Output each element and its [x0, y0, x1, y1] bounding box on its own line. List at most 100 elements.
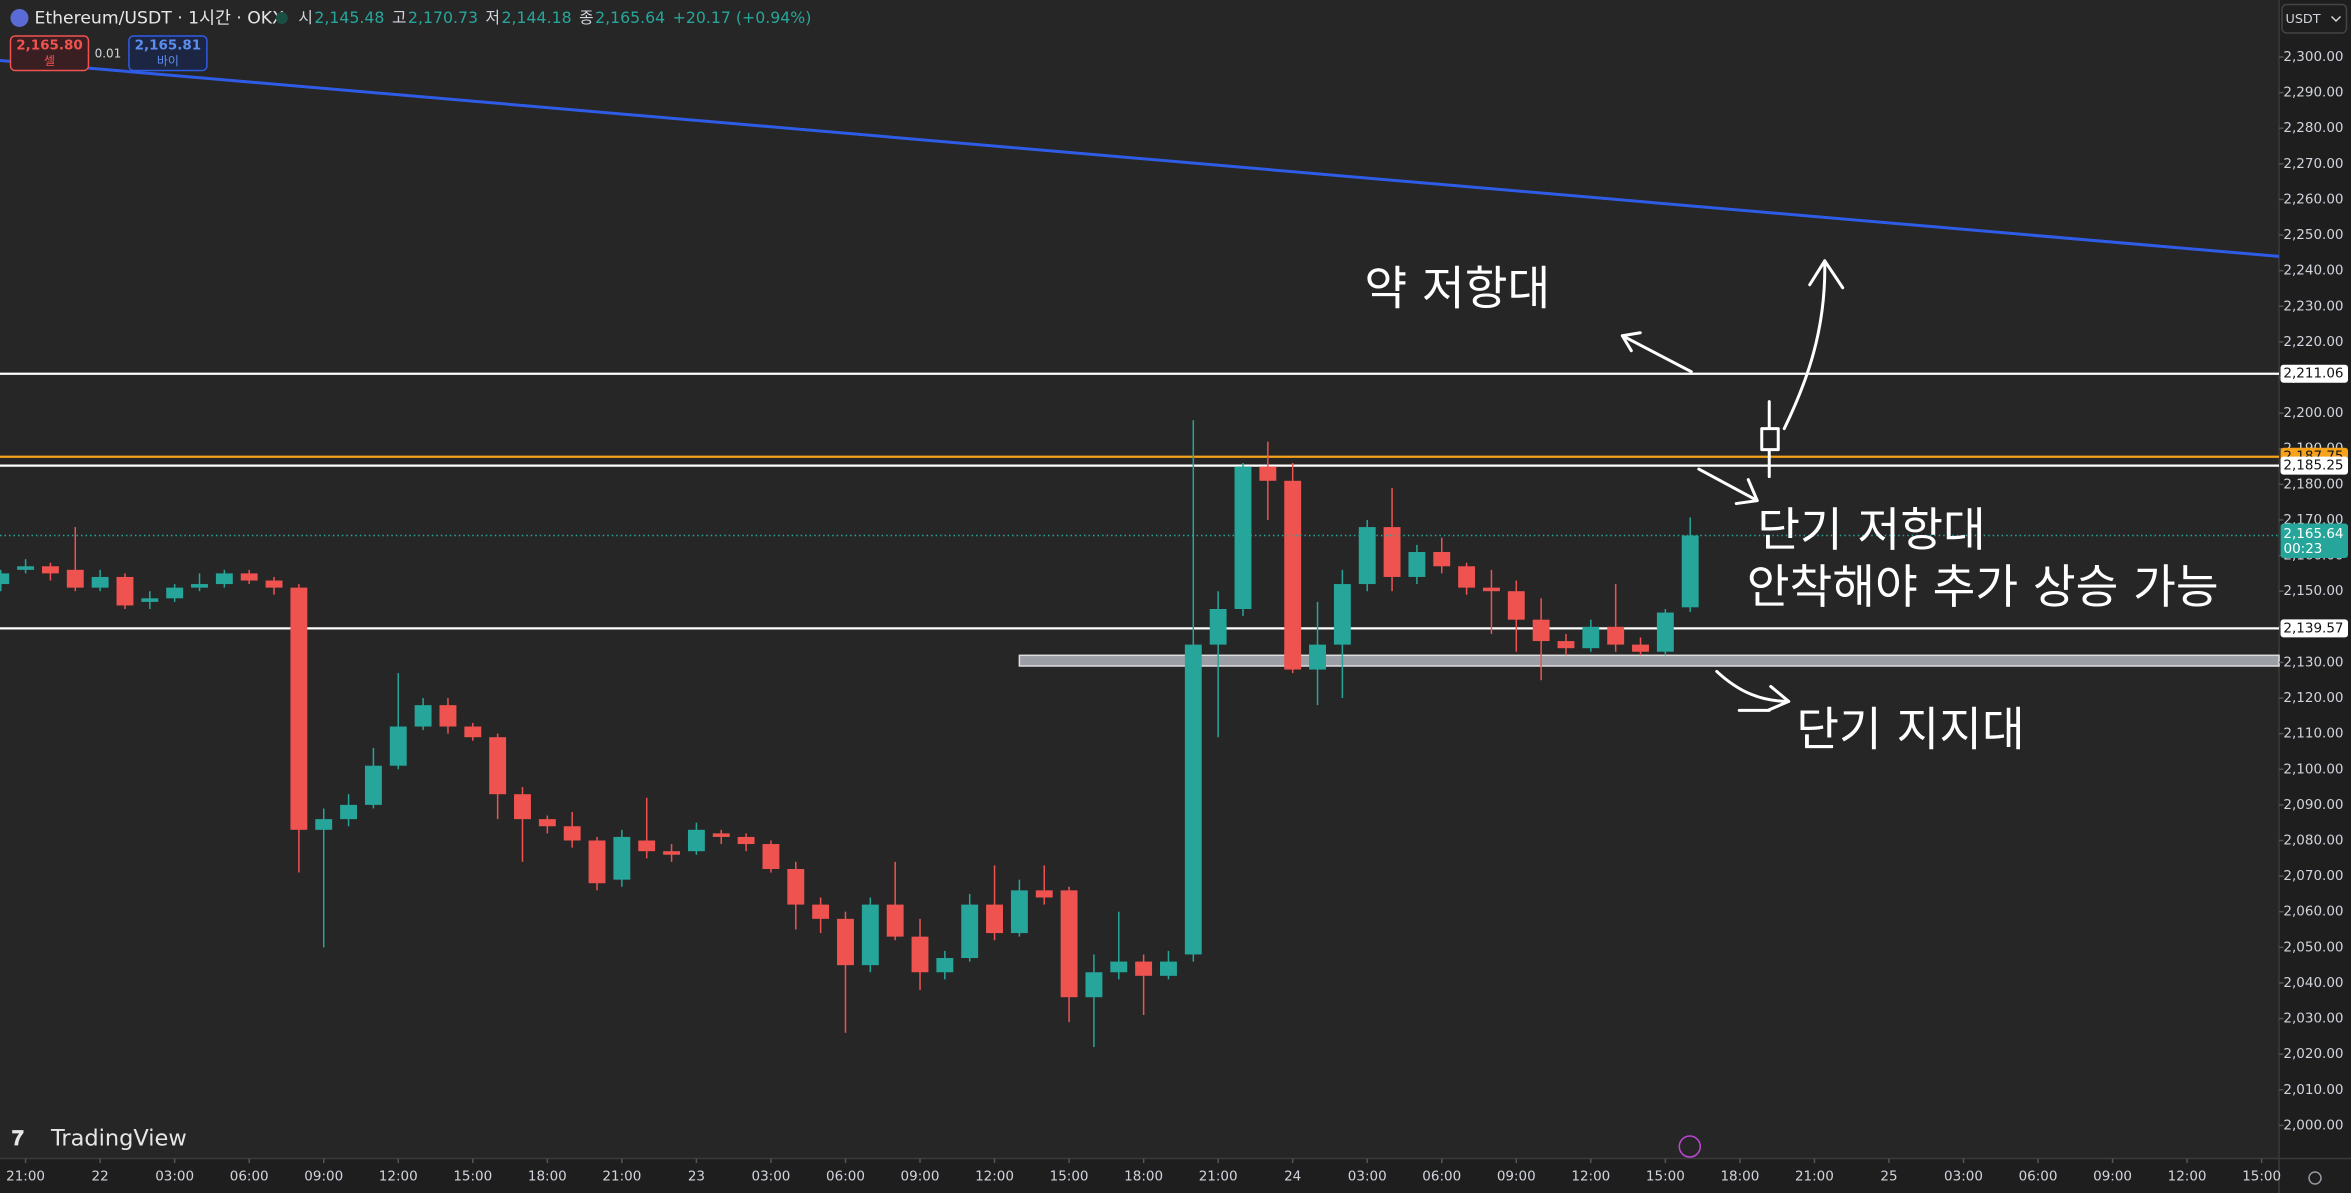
- candle-body: [489, 737, 507, 795]
- candle-body: [1284, 480, 1302, 670]
- y-tick-label: 2,280.00: [2283, 120, 2343, 136]
- sell-label[interactable]: 셀: [44, 54, 55, 68]
- y-tick-label: 2,180.00: [2283, 476, 2343, 492]
- candle-body: [340, 804, 358, 820]
- candle-body: [1458, 566, 1476, 588]
- y-tick-label: 2,040.00: [2283, 975, 2343, 991]
- x-tick-label: 03:00: [751, 1169, 790, 1185]
- x-tick-label: 06:00: [230, 1169, 269, 1185]
- buy-label[interactable]: 바이: [157, 54, 179, 68]
- annotation: 약 저항대: [1364, 262, 1550, 316]
- ohlc-o-label: 시: [298, 8, 312, 27]
- sell-price[interactable]: 2,165.80: [16, 38, 83, 54]
- candle-body: [886, 904, 904, 937]
- candle-body: [66, 569, 84, 588]
- candle-body: [364, 765, 382, 805]
- arrow: [1620, 331, 1693, 374]
- x-tick-label: 23: [688, 1169, 705, 1185]
- candle-body: [1433, 552, 1451, 567]
- ohlc-o: 2,145.48: [314, 8, 384, 27]
- candle-body: [1085, 972, 1103, 998]
- candle-body: [1209, 609, 1227, 645]
- level-label: 2,211.06: [2283, 366, 2343, 382]
- x-tick-label: 25: [1880, 1169, 1897, 1185]
- candle-body: [911, 936, 929, 973]
- x-tick-label: 21:00: [6, 1169, 45, 1185]
- sell-button[interactable]: [9, 35, 90, 72]
- y-tick-label: 2,250.00: [2283, 227, 2343, 243]
- candle-body: [116, 576, 134, 606]
- y-tick-label: 2,260.00: [2283, 191, 2343, 207]
- countdown: 00:23: [2284, 541, 2323, 557]
- symbol[interactable]: Ethereum/USDT · 1시간 · OKX: [34, 9, 284, 29]
- candle-body: [389, 726, 407, 766]
- candle-body: [613, 836, 631, 880]
- x-tick-label: 15:00: [1050, 1169, 1089, 1185]
- candle-body: [638, 840, 656, 852]
- ohlc-l-label: 저: [486, 8, 500, 27]
- y-tick-label: 2,050.00: [2283, 939, 2343, 955]
- candle-body: [1035, 890, 1053, 898]
- last-price-tag: [2280, 523, 2349, 558]
- candle-body: [861, 904, 879, 966]
- y-tick-label: 2,290.00: [2283, 85, 2343, 101]
- candle-body: [588, 840, 606, 884]
- candle-body: [0, 573, 10, 585]
- candle-body: [1557, 641, 1575, 649]
- candle-body: [712, 833, 730, 837]
- candle-body: [191, 584, 208, 588]
- candle-body: [812, 904, 830, 919]
- candle-body: [464, 726, 482, 738]
- x-tick-label: 21:00: [602, 1169, 641, 1185]
- candle-body: [265, 580, 283, 588]
- x-tick-label: 18:00: [1124, 1169, 1163, 1185]
- y-tick-label: 2,010.00: [2283, 1082, 2343, 1098]
- candle-body: [1383, 527, 1401, 577]
- arrow: [1715, 669, 1791, 712]
- candle-body: [166, 587, 184, 599]
- x-tick-label: 03:00: [1944, 1169, 1983, 1185]
- y-tick-label: 2,130.00: [2283, 654, 2343, 670]
- ohlc-l: 2,144.18: [502, 8, 572, 27]
- ohlc-change: +20.17 (+0.94%): [673, 8, 812, 27]
- candle-body: [91, 576, 109, 588]
- x-tick-label: 21:00: [1795, 1169, 1834, 1185]
- settings-icon[interactable]: [2308, 1171, 2322, 1185]
- last-price-label: 2,165.64: [2283, 526, 2343, 542]
- x-tick-label: 09:00: [304, 1169, 343, 1185]
- logo-mark: 𝟕: [12, 1126, 24, 1150]
- x-tick-label: 03:00: [155, 1169, 194, 1185]
- y-tick-label: 2,120.00: [2283, 690, 2343, 706]
- y-tick-label: 2,200.00: [2283, 405, 2343, 421]
- x-tick-label: 12:00: [975, 1169, 1014, 1185]
- candle-body: [1184, 644, 1202, 955]
- buy-price[interactable]: 2,165.81: [135, 38, 202, 54]
- x-tick-label: 12:00: [1571, 1169, 1610, 1185]
- logo[interactable]: TradingView: [50, 1126, 187, 1152]
- candle-body: [514, 794, 531, 820]
- currency[interactable]: USDT: [2286, 12, 2321, 27]
- candle-body: [1656, 612, 1674, 652]
- ohlc: 시 2,145.48 고 2,170.73 저 2,144.18 종 2,165.64 +20.…: [298, 8, 811, 27]
- x-tick-label: 09:00: [901, 1169, 940, 1185]
- x-tick-label: 18:00: [1720, 1169, 1759, 1185]
- event-icon[interactable]: [1678, 1135, 1702, 1158]
- buy-button[interactable]: [128, 35, 208, 72]
- x-tick-label: 09:00: [1497, 1169, 1536, 1185]
- candle-body: [414, 705, 432, 727]
- x-tick-label: 21:00: [1199, 1169, 1238, 1185]
- support-zone: [1018, 654, 2280, 667]
- x-tick-label: 24: [1284, 1169, 1301, 1185]
- x-tick-label: 06:00: [1422, 1169, 1461, 1185]
- candle-body: [215, 573, 233, 585]
- candle-body: [837, 918, 854, 966]
- candle-body: [315, 819, 333, 830]
- y-tick-label: 2,080.00: [2283, 832, 2343, 848]
- candle-body: [1234, 466, 1252, 610]
- currency-select[interactable]: [2281, 3, 2348, 34]
- candle-body: [1482, 587, 1500, 592]
- candle-body: [439, 705, 457, 727]
- x-tick-label: 15:00: [1646, 1169, 1685, 1185]
